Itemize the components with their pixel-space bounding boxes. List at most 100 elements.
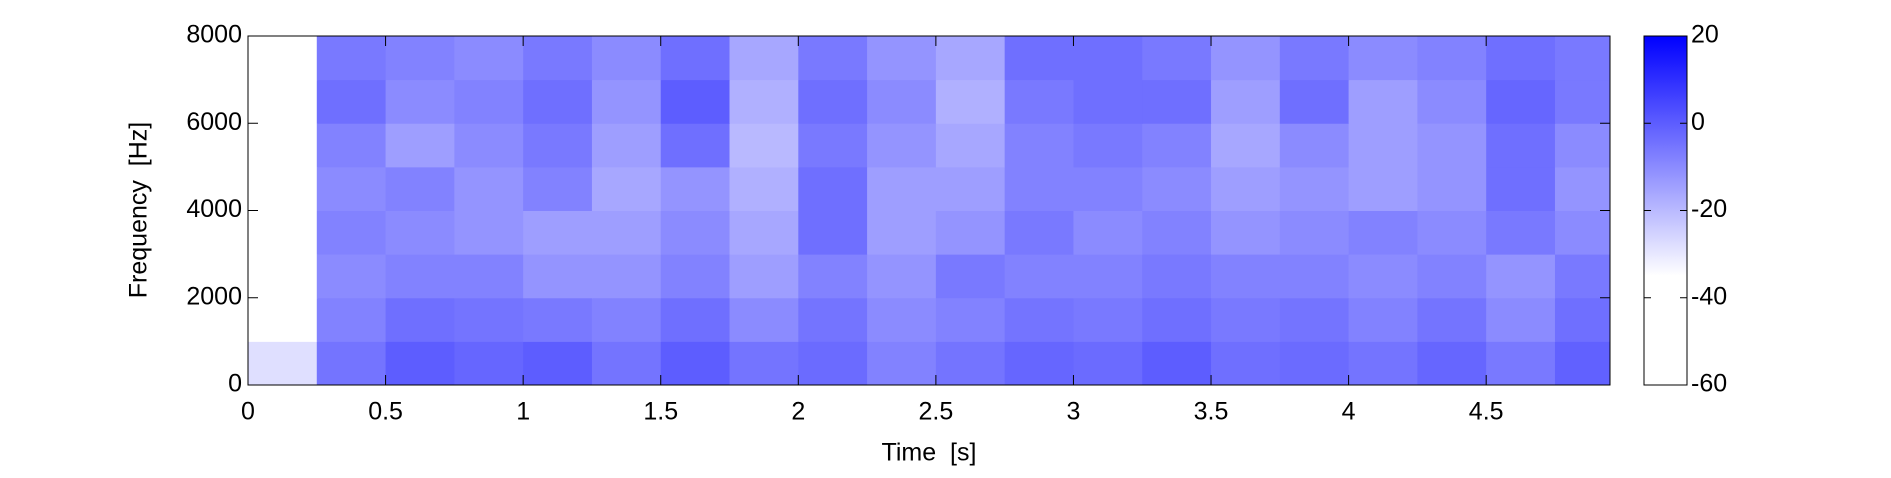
heatmap-cell [1142, 36, 1212, 81]
heatmap-cell [1279, 297, 1350, 342]
heatmap-cell [1211, 166, 1281, 211]
heatmap-cell [1348, 297, 1418, 342]
heatmap-cell [1004, 79, 1074, 124]
x-axis-label: Time [s] [882, 439, 977, 467]
x-tick-label: 1.5 [643, 398, 678, 426]
heatmap-cell [385, 36, 455, 81]
heatmap-cell [454, 123, 524, 168]
heatmap-cell [935, 36, 1006, 81]
heatmap-cell [1142, 79, 1212, 124]
heatmap-cell [1142, 123, 1212, 168]
heatmap-cell [591, 341, 662, 385]
heatmap-cell [523, 297, 593, 342]
heatmap-cell [1554, 210, 1610, 255]
heatmap-cell [385, 254, 455, 299]
heatmap-cell [798, 297, 868, 342]
heatmap-cell [1417, 210, 1487, 255]
heatmap-cell [248, 210, 318, 255]
x-tick-label: 4 [1342, 398, 1356, 426]
heatmap-cell [867, 297, 937, 342]
heatmap-cell [591, 166, 662, 211]
heatmap-cell [867, 123, 937, 168]
heatmap-cell [1486, 341, 1556, 385]
heatmap-cell [935, 254, 1006, 299]
heatmap-cell [454, 166, 524, 211]
heatmap-cell [1004, 254, 1074, 299]
heatmap-cell [1554, 123, 1610, 168]
heatmap-cell [1142, 254, 1212, 299]
heatmap-cell [385, 297, 455, 342]
heatmap-cell [523, 341, 593, 385]
heatmap-cell [1142, 297, 1212, 342]
heatmap-cell [1004, 166, 1074, 211]
heatmap-cell [1211, 341, 1281, 385]
heatmap-cell [248, 297, 318, 342]
heatmap-cell [935, 79, 1006, 124]
heatmap-cell [1554, 254, 1610, 299]
heatmap-cell [316, 166, 387, 211]
heatmap-cell [1417, 166, 1487, 211]
heatmap-cell [591, 36, 662, 81]
heatmap-cell [1348, 341, 1418, 385]
heatmap-cell [1348, 123, 1418, 168]
heatmap-cell [729, 254, 799, 299]
heatmap-cell [729, 166, 799, 211]
heatmap-cell [729, 341, 799, 385]
heatmap-cell [660, 123, 731, 168]
heatmap-cell [1073, 341, 1143, 385]
heatmap-cell [1279, 341, 1350, 385]
heatmap-cell [798, 166, 868, 211]
heatmap-cell [1554, 36, 1610, 81]
heatmap-cell [1142, 210, 1212, 255]
heatmap-cell [1073, 254, 1143, 299]
heatmap-cell [1417, 123, 1487, 168]
heatmap-cell [1279, 254, 1350, 299]
heatmap-cell [1004, 36, 1074, 81]
heatmap-cell [591, 123, 662, 168]
heatmap-cell [523, 254, 593, 299]
heatmap-cell [1211, 79, 1281, 124]
x-tick-label: 2 [791, 398, 805, 426]
heatmap-cell [591, 79, 662, 124]
x-tick-label: 0.5 [368, 398, 403, 426]
heatmap-cell [454, 254, 524, 299]
heatmap-cell [523, 166, 593, 211]
heatmap-cell [1073, 166, 1143, 211]
heatmap-cell [523, 36, 593, 81]
heatmap-cell [1348, 166, 1418, 211]
heatmap-cell [729, 210, 799, 255]
heatmap-cell [385, 166, 455, 211]
heatmap-cell [1554, 166, 1610, 211]
heatmap-cell [798, 79, 868, 124]
heatmap-cell [1279, 79, 1350, 124]
heatmap-cell [935, 123, 1006, 168]
heatmap-cell [660, 297, 731, 342]
heatmap-cell [1279, 166, 1350, 211]
heatmap-cell [1554, 341, 1610, 385]
heatmap-cell [1417, 254, 1487, 299]
heatmap-cell [660, 166, 731, 211]
heatmap-cell [798, 341, 868, 385]
heatmap-cell [385, 210, 455, 255]
heatmap-cell [591, 210, 662, 255]
heatmap-cell [1554, 297, 1610, 342]
heatmap-cell [729, 297, 799, 342]
heatmap-cell [454, 341, 524, 385]
heatmap-cell [1073, 123, 1143, 168]
heatmap-cell [1417, 36, 1487, 81]
heatmap-cell [798, 123, 868, 168]
heatmap-cell [591, 297, 662, 342]
heatmap-cell [316, 79, 387, 124]
heatmap-cell [454, 210, 524, 255]
colorbar-tick-label: 20 [1691, 21, 1719, 49]
heatmap-cell [1211, 254, 1281, 299]
heatmap-cell [248, 79, 318, 124]
heatmap-cell [798, 210, 868, 255]
heatmap-cell [523, 79, 593, 124]
heatmap-cell [798, 36, 868, 81]
heatmap-cell [1279, 210, 1350, 255]
heatmap-cell [660, 341, 731, 385]
heatmap-cell [867, 79, 937, 124]
heatmap-cell [1142, 166, 1212, 211]
heatmap-cell [798, 254, 868, 299]
